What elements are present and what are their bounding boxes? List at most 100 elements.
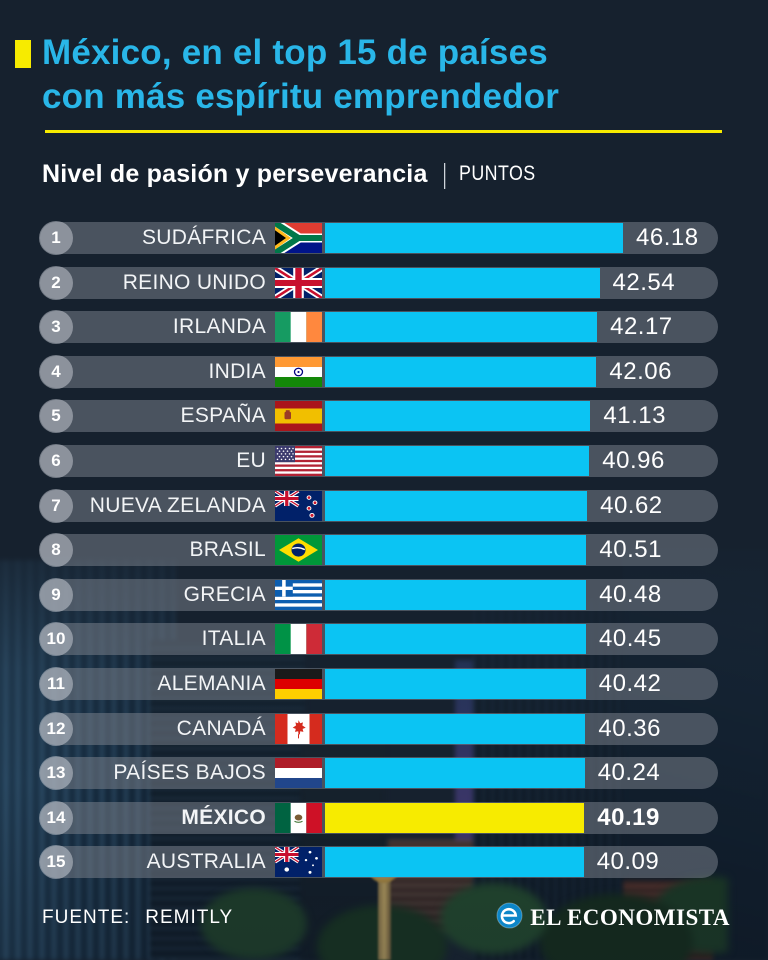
ranking-row-12: 12 CANADÁ 40.36 [39, 711, 718, 746]
country-label: BRASIL [189, 538, 266, 562]
country-label: CANADÁ [176, 716, 266, 740]
rank-badge: 15 [39, 845, 73, 880]
value-bar [325, 356, 597, 387]
value-bar [325, 401, 591, 432]
value-label: 40.36 [598, 714, 661, 742]
ranking-row-9: 9 GRECIA 40.48 [39, 577, 718, 612]
flag-icon-italy [275, 624, 322, 655]
ranking-row-3: 3 IRLANDA 42.17 [39, 310, 718, 345]
rank-badge: 10 [39, 622, 73, 657]
flag-icon-brazil [275, 535, 322, 566]
value-label: 46.18 [636, 224, 699, 251]
ranking-list: 1 SUDÁFRICA 46.18 2 REINO UNIDO 42.54 3 IRLANDA… [39, 221, 718, 880]
value-bar [325, 668, 586, 699]
rank-badge: 12 [39, 711, 73, 746]
chart-subtitle: Nivel de pasión y perseverancia | PUNTOS [42, 158, 549, 190]
flag-icon-new-zealand [275, 490, 322, 521]
flag-icon-south-africa [275, 223, 322, 253]
country-label: MÉXICO [181, 805, 266, 829]
value-label: 41.13 [603, 402, 666, 430]
value-bar [325, 847, 584, 878]
publisher-name: EL ECONOMISTA [530, 905, 730, 930]
rank-badge: 11 [39, 666, 73, 701]
title-line-1: México, en el top 15 de países [42, 33, 548, 72]
country-label: ITALIA [201, 627, 266, 651]
value-label: 40.62 [600, 491, 663, 519]
subtitle-label: Nivel de pasión y perseverancia [42, 159, 428, 188]
ranking-row-2: 2 REINO UNIDO 42.54 [39, 265, 718, 300]
flag-icon-mexico [275, 802, 322, 833]
ranking-row-14: 14 MÉXICO 40.19 [39, 800, 718, 835]
flag-icon-uk [275, 267, 322, 298]
flag-icon-australia [275, 847, 322, 878]
country-label: GRECIA [183, 582, 266, 606]
value-bar [325, 445, 590, 476]
ranking-row-5: 5 ESPAÑA 41.13 [39, 399, 718, 434]
title-underline [45, 130, 722, 133]
rank-badge: 3 [39, 310, 73, 345]
source-value: REMITLY [145, 907, 234, 928]
value-label: 42.06 [609, 357, 672, 385]
value-bar [325, 490, 588, 521]
rank-badge: 8 [39, 533, 73, 568]
flag-icon-greece [275, 579, 322, 610]
flag-icon-usa [275, 445, 322, 476]
rank-badge: 13 [39, 756, 73, 791]
flag-icon-germany [275, 668, 322, 699]
ranking-row-1: 1 SUDÁFRICA 46.18 [39, 221, 718, 255]
value-bar [325, 579, 587, 610]
ranking-row-4: 4 INDIA 42.06 [39, 354, 718, 389]
value-label: 40.42 [598, 669, 662, 697]
value-bar [325, 267, 600, 298]
flag-icon-canada [275, 713, 322, 744]
value-label: 40.96 [602, 446, 665, 474]
value-bar [325, 802, 585, 833]
country-label: INDIA [208, 359, 266, 383]
subtitle-separator: | [442, 158, 447, 189]
value-label: 40.24 [597, 759, 661, 787]
country-label: AUSTRALIA [146, 850, 266, 874]
value-bar [325, 713, 586, 744]
value-bar [325, 223, 623, 253]
value-label: 40.45 [599, 625, 662, 653]
ranking-row-8: 8 BRASIL 40.51 [39, 533, 718, 568]
ranking-row-10: 10 ITALIA 40.45 [39, 622, 718, 657]
country-label: EU [236, 448, 266, 472]
rank-badge: 14 [39, 800, 73, 835]
value-bar [325, 758, 585, 789]
country-label: NUEVA ZELANDA [89, 493, 266, 517]
publisher-logo: EL ECONOMISTA [496, 902, 730, 934]
rank-badge: 4 [39, 354, 73, 389]
rank-badge: 2 [39, 265, 73, 300]
flag-icon-ireland [275, 312, 322, 343]
flag-icon-netherlands [275, 758, 322, 789]
rank-badge: 1 [39, 221, 73, 255]
value-label: 40.51 [599, 536, 662, 564]
country-label: ALEMANIA [157, 671, 266, 695]
ranking-row-13: 13 PAÍSES BAJOS 40.24 [39, 756, 718, 791]
source-note: FUENTE: REMITLY [42, 907, 233, 929]
value-label: 40.09 [596, 848, 660, 876]
flag-icon-spain [275, 401, 322, 432]
value-label: 42.17 [610, 313, 673, 341]
flag-icon-india [275, 356, 322, 387]
value-label: 40.48 [599, 580, 662, 608]
source-label: FUENTE: [42, 907, 131, 928]
country-label: IRLANDA [172, 315, 266, 339]
el-economista-e-logo-icon [496, 902, 523, 934]
value-label: 42.54 [612, 268, 676, 296]
value-label: 40.19 [597, 803, 660, 831]
title-accent-bar [15, 40, 31, 68]
ranking-row-11: 11 ALEMANIA 40.42 [39, 666, 718, 701]
rank-badge: 7 [39, 488, 73, 523]
country-label: PAÍSES BAJOS [113, 761, 266, 785]
rank-badge: 6 [39, 443, 73, 478]
rank-badge: 5 [39, 399, 73, 434]
value-bar [325, 535, 587, 566]
ranking-row-15: 15 AUSTRALIA 40.09 [39, 845, 718, 880]
ranking-row-6: 6 EU 40.96 [39, 443, 718, 478]
page-title: México, en el top 15 de países con más e… [42, 31, 559, 119]
ranking-row-7: 7 NUEVA ZELANDA 40.62 [39, 488, 718, 523]
title-line-2: con más espíritu emprendedor [42, 77, 560, 116]
